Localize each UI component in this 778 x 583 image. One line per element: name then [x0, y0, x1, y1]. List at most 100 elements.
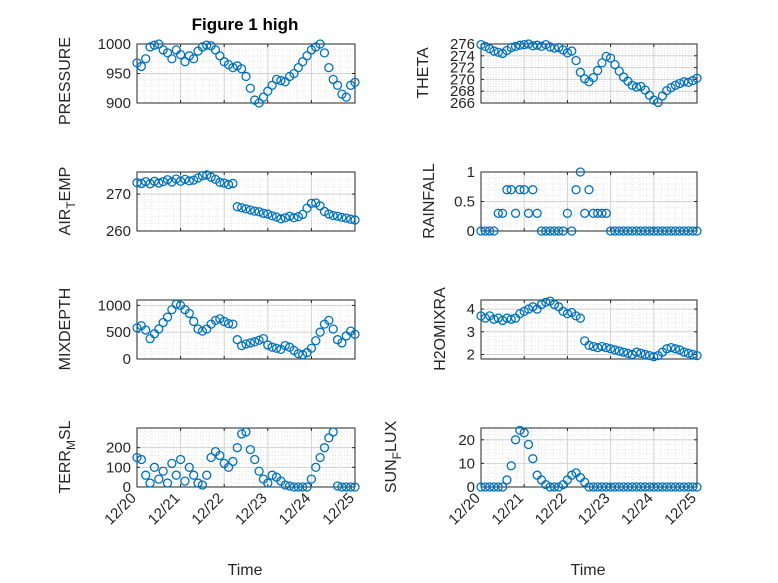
data-point [341, 92, 351, 102]
data-point [232, 443, 242, 453]
data-point [276, 214, 286, 224]
ylabel-terr-msl: TERRMSL [57, 420, 78, 493]
data-point [315, 452, 325, 463]
data-point [601, 51, 611, 62]
data-point [189, 316, 199, 327]
data-point [480, 313, 490, 323]
data-point [523, 439, 534, 450]
data-point [162, 175, 173, 185]
data-point [184, 462, 194, 472]
data-point [683, 77, 694, 87]
data-point [254, 207, 264, 217]
data-point [302, 482, 312, 492]
x-tick-label: 12/23 [575, 490, 614, 529]
data-point [324, 433, 334, 443]
data-point [306, 343, 317, 353]
data-point [571, 311, 581, 321]
data-point [149, 462, 160, 472]
data-point [236, 340, 247, 351]
data-point [219, 178, 229, 188]
data-point [223, 318, 234, 329]
data-point [528, 302, 538, 312]
data-point [228, 319, 238, 329]
data-point [549, 482, 560, 492]
y-tick-label: 10 [458, 455, 475, 472]
data-point [236, 203, 247, 213]
y-tick-label: 200 [106, 440, 131, 457]
data-point [571, 55, 581, 66]
data-point [154, 178, 164, 188]
x-tick-label: 12/24 [276, 490, 315, 529]
data-point [293, 62, 303, 73]
data-point [245, 444, 256, 455]
data-point [189, 175, 199, 185]
data-point [289, 482, 299, 492]
data-point [284, 211, 295, 221]
data-point [145, 42, 155, 52]
data-point [692, 482, 702, 492]
subplot-7: 0 100 200 12/20 12/21 12/22 12/23 12/24 12/25 [101, 427, 360, 529]
ylabel-air-temp-sub: T [64, 201, 78, 209]
data-point [605, 53, 616, 63]
data-point [311, 462, 321, 472]
data-point [489, 314, 499, 324]
data-point [284, 481, 295, 491]
data-point [506, 42, 516, 53]
data-point [223, 462, 234, 472]
data-point [149, 40, 160, 50]
data-point [332, 481, 343, 491]
data-point [210, 45, 221, 55]
data-point [562, 48, 573, 58]
data-point [489, 226, 499, 236]
data-point [306, 474, 317, 484]
data-point [280, 340, 290, 351]
data-point [506, 461, 516, 471]
y-tick-label: 266 [450, 95, 475, 112]
data-point [132, 178, 142, 188]
data-point [332, 211, 343, 221]
data-point [497, 315, 508, 326]
data-point [575, 313, 586, 323]
data-point [184, 308, 194, 319]
data-point [683, 348, 694, 358]
data-point [228, 178, 238, 189]
data-point [350, 77, 360, 87]
x-tick-label: 12/25 [661, 490, 700, 529]
data-point [293, 348, 303, 359]
data-point [536, 299, 547, 310]
data-point [280, 480, 290, 490]
data-point [519, 428, 529, 438]
data-point [228, 456, 238, 467]
data-point [171, 174, 181, 184]
data-point [180, 476, 190, 486]
data-point [679, 347, 689, 357]
data-point [545, 42, 555, 52]
y-tick-label: 274 [450, 48, 475, 65]
data-point [215, 450, 225, 461]
x-tick-label: 12/22 [188, 490, 227, 529]
data-point [175, 454, 186, 465]
ylabel-rainfall: RAINFALL [421, 163, 438, 239]
data-point [184, 176, 194, 186]
data-point [193, 478, 203, 488]
data-point [476, 39, 486, 50]
data-point [324, 209, 334, 219]
ylabel-sun-tail: LUX [383, 421, 400, 452]
data-point [189, 54, 199, 64]
data-point [597, 341, 607, 352]
ylabel-terr-main: TERR [57, 450, 74, 494]
data-point [631, 347, 642, 357]
data-point [149, 176, 160, 186]
data-point [497, 482, 508, 492]
data-point [588, 72, 598, 83]
y-tick-label: 0 [467, 479, 475, 496]
y-tick-label: 276 [450, 36, 475, 53]
data-point [319, 48, 330, 58]
xlabel-right: Time [571, 562, 606, 579]
data-point [210, 315, 221, 326]
data-point [489, 46, 499, 56]
data-point [197, 171, 208, 181]
data-point [567, 46, 577, 56]
